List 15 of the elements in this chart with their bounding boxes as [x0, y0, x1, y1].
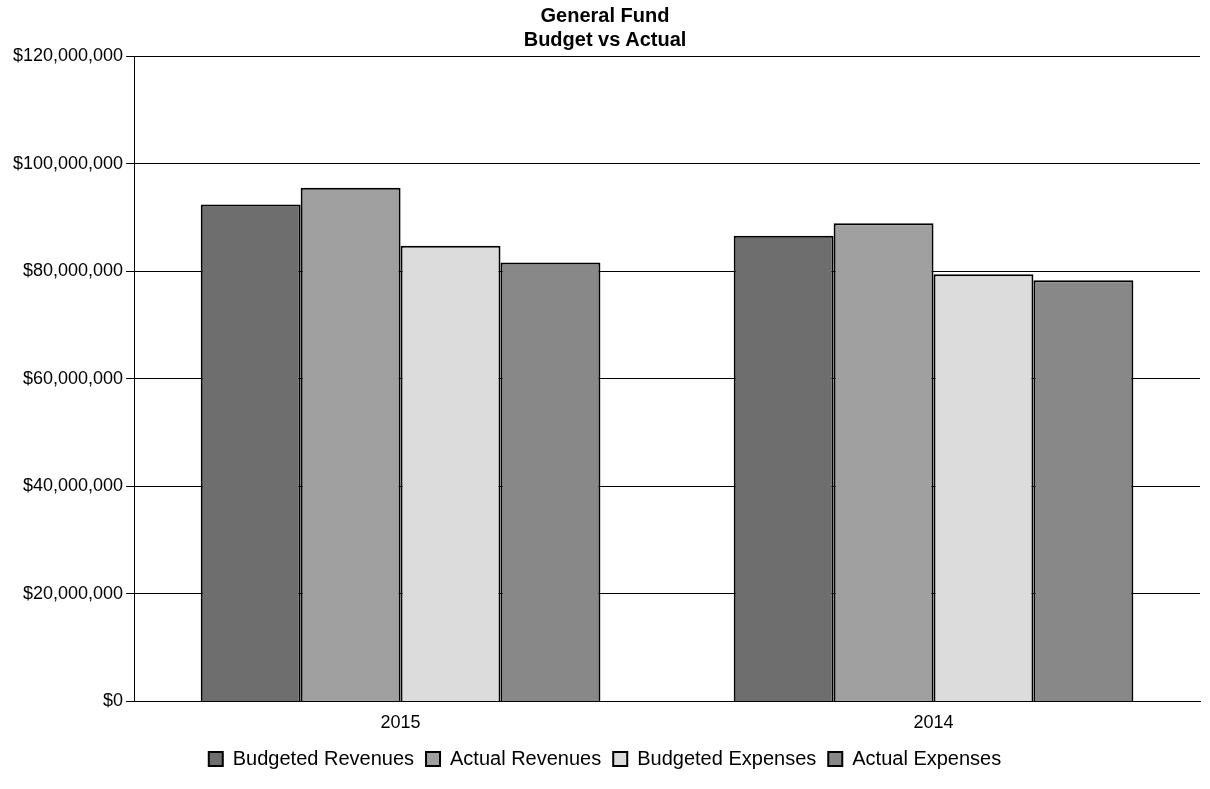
y-tick-label: $80,000,000	[23, 260, 124, 281]
y-tick-label: $100,000,000	[13, 152, 124, 173]
legend-label: Budgeted Expenses	[637, 746, 817, 769]
y-tick-label: $60,000,000	[23, 367, 124, 388]
y-tick-label: $20,000,000	[23, 582, 124, 603]
x-tick-label: 2014	[913, 712, 954, 733]
text: Budget vs Actual	[523, 27, 687, 50]
text: General Fund	[540, 3, 670, 26]
legend-label: Actual Expenses	[852, 746, 1002, 769]
y-tick-label: $0	[103, 690, 124, 711]
y-tick-label: $40,000,000	[23, 475, 124, 496]
legend-label: Actual Revenues	[450, 746, 602, 769]
y-tick-label: $120,000,000	[13, 44, 124, 65]
x-tick-label: 2015	[380, 712, 421, 733]
legend-label: Budgeted Revenues	[232, 746, 415, 769]
